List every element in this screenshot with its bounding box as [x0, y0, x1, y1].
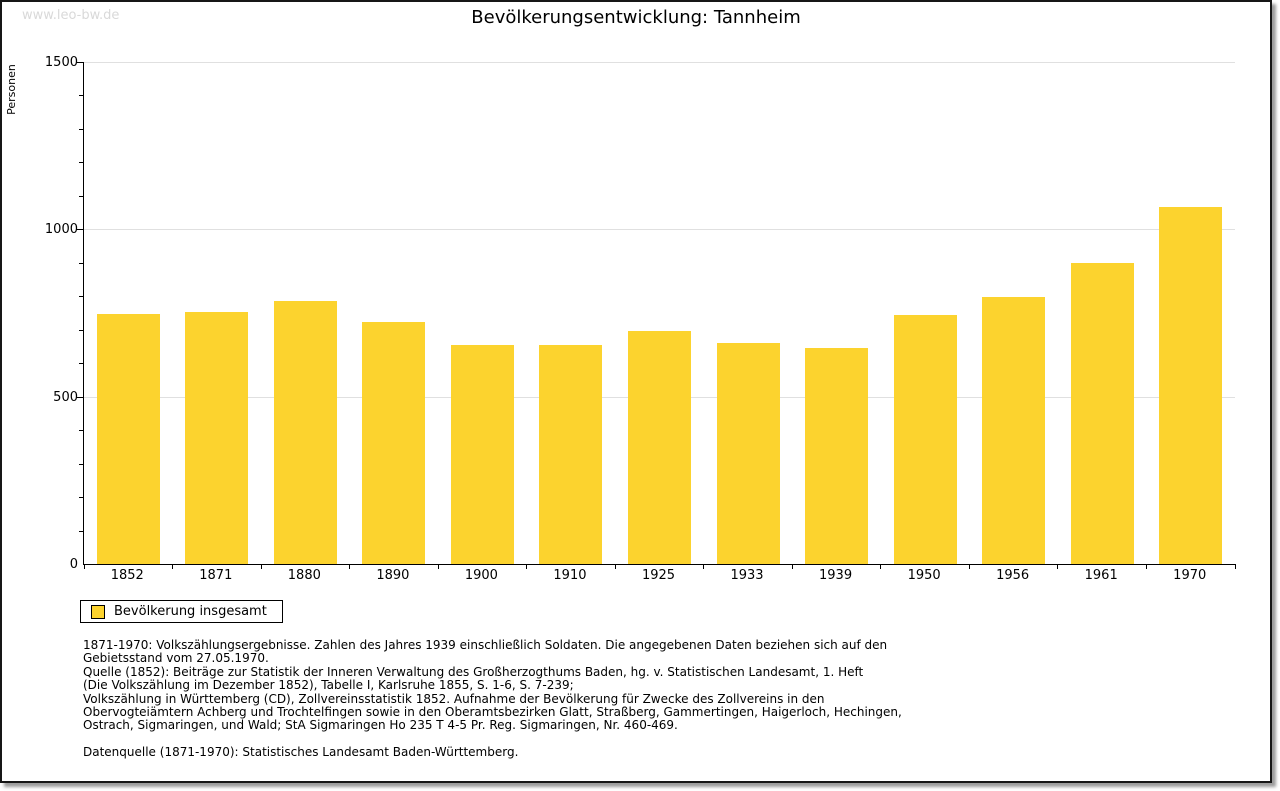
y-tick-600: [79, 363, 83, 365]
x-tick-label-1925: 1925: [641, 568, 676, 583]
bar-1961: [1070, 262, 1134, 564]
x-tick-label-1961: 1961: [1084, 568, 1118, 583]
x-tick-6: [614, 564, 616, 569]
x-tick-7: [703, 564, 705, 569]
legend-swatch-icon: [91, 604, 105, 619]
chart-plot-area: [77, 62, 1236, 569]
source-note-line-6: Obervogteiämtern Achberg und Trochtelfin…: [83, 705, 902, 720]
x-tick-13: [1234, 564, 1236, 569]
x-tick-label-1933: 1933: [730, 568, 764, 583]
x-tick-label-1890: 1890: [376, 568, 410, 583]
x-tick-3: [349, 564, 351, 569]
datasource-note: Datenquelle (1871-1970): Statistisches L…: [83, 744, 519, 759]
x-tick-label-1852: 1852: [110, 568, 144, 583]
bar-1925: [628, 330, 691, 564]
x-tick-0: [83, 564, 85, 569]
y-tick-1400: [79, 95, 83, 97]
y-tick-label-1500: 1500: [44, 55, 78, 70]
source-note-line-5: Volkszählung in Württemberg (CD), Zollve…: [83, 691, 825, 706]
watermark-leo-bw: www.leo-bw.de: [22, 8, 120, 23]
y-tick-1300: [79, 128, 83, 130]
bar-1880: [273, 301, 337, 564]
y-tick-label-0: 0: [69, 557, 78, 572]
bar-1956: [982, 296, 1046, 564]
bar-1910: [539, 345, 603, 564]
y-tick-400: [79, 430, 83, 432]
x-tick-1: [172, 564, 174, 569]
x-tick-label-1910: 1910: [553, 568, 587, 583]
y-tick-label-1000: 1000: [44, 222, 78, 238]
y-tick-700: [79, 329, 83, 331]
y-tick-300: [79, 463, 83, 465]
x-tick-4: [437, 564, 439, 569]
bar-1852: [96, 313, 160, 564]
legend-box: Bevölkerung insgesamt: [80, 600, 283, 623]
source-notes: 1871-1970: Volkszählungsergebnisse. Zahl…: [83, 638, 902, 733]
y-axis-title-text: Personen: [4, 63, 18, 115]
x-tick-label-1900: 1900: [464, 568, 498, 583]
y-tick-800: [79, 296, 83, 298]
bar-1950: [893, 315, 957, 564]
bar-1890: [362, 322, 426, 564]
legend-label: Bevölkerung insgesamt: [114, 604, 267, 619]
y-tick-200: [79, 497, 83, 499]
source-note-line-3: Quelle (1852): Beiträge zur Statistik de…: [83, 664, 864, 679]
x-tick-label-1950: 1950: [907, 568, 941, 583]
y-tick-500: [77, 396, 83, 398]
bar-1871: [185, 312, 249, 564]
y-tick-1100: [79, 195, 83, 197]
bar-1970: [1159, 207, 1223, 564]
bar-1900: [450, 344, 514, 564]
bar-1933: [716, 342, 780, 564]
y-tick-100: [79, 530, 83, 532]
x-tick-label-1880: 1880: [287, 568, 321, 583]
x-tick-label-1970: 1970: [1173, 568, 1207, 583]
chart-title: Bevölkerungsentwicklung: Tannheim: [471, 7, 801, 28]
footnotes: 1871-1970: Volkszählungsergebnisse. Zahl…: [83, 638, 902, 759]
y-tick-1200: [79, 162, 83, 164]
x-tick-label-1871: 1871: [199, 568, 233, 583]
bar-1939: [805, 348, 869, 564]
x-tick-9: [880, 564, 882, 569]
source-note-line-7: Ostrach, Sigmaringen, und Wald; StA Sigm…: [83, 718, 678, 733]
x-tick-10: [968, 564, 970, 569]
source-note-line-4: (Die Volkszählung im Dezember 1852), Tab…: [83, 678, 574, 693]
y-tick-900: [79, 262, 83, 264]
x-tick-label-1939: 1939: [819, 568, 853, 583]
y-tick-label-500: 500: [53, 389, 78, 405]
y-tick-1000: [77, 229, 83, 231]
x-tick-11: [1057, 564, 1059, 569]
source-note-line-2: Gebietsstand vom 27.05.1970.: [83, 651, 269, 666]
y-tick-1500: [77, 62, 83, 63]
x-tick-2: [260, 564, 262, 569]
x-tick-5: [526, 564, 528, 569]
x-tick-label-1956: 1956: [996, 568, 1030, 583]
source-note-line-1: 1871-1970: Volkszählungsergebnisse. Zahl…: [83, 638, 888, 652]
x-tick-12: [1145, 564, 1147, 569]
x-tick-8: [791, 564, 793, 569]
gridline-1000: [84, 229, 1235, 231]
gridline-1500: [84, 62, 1235, 63]
